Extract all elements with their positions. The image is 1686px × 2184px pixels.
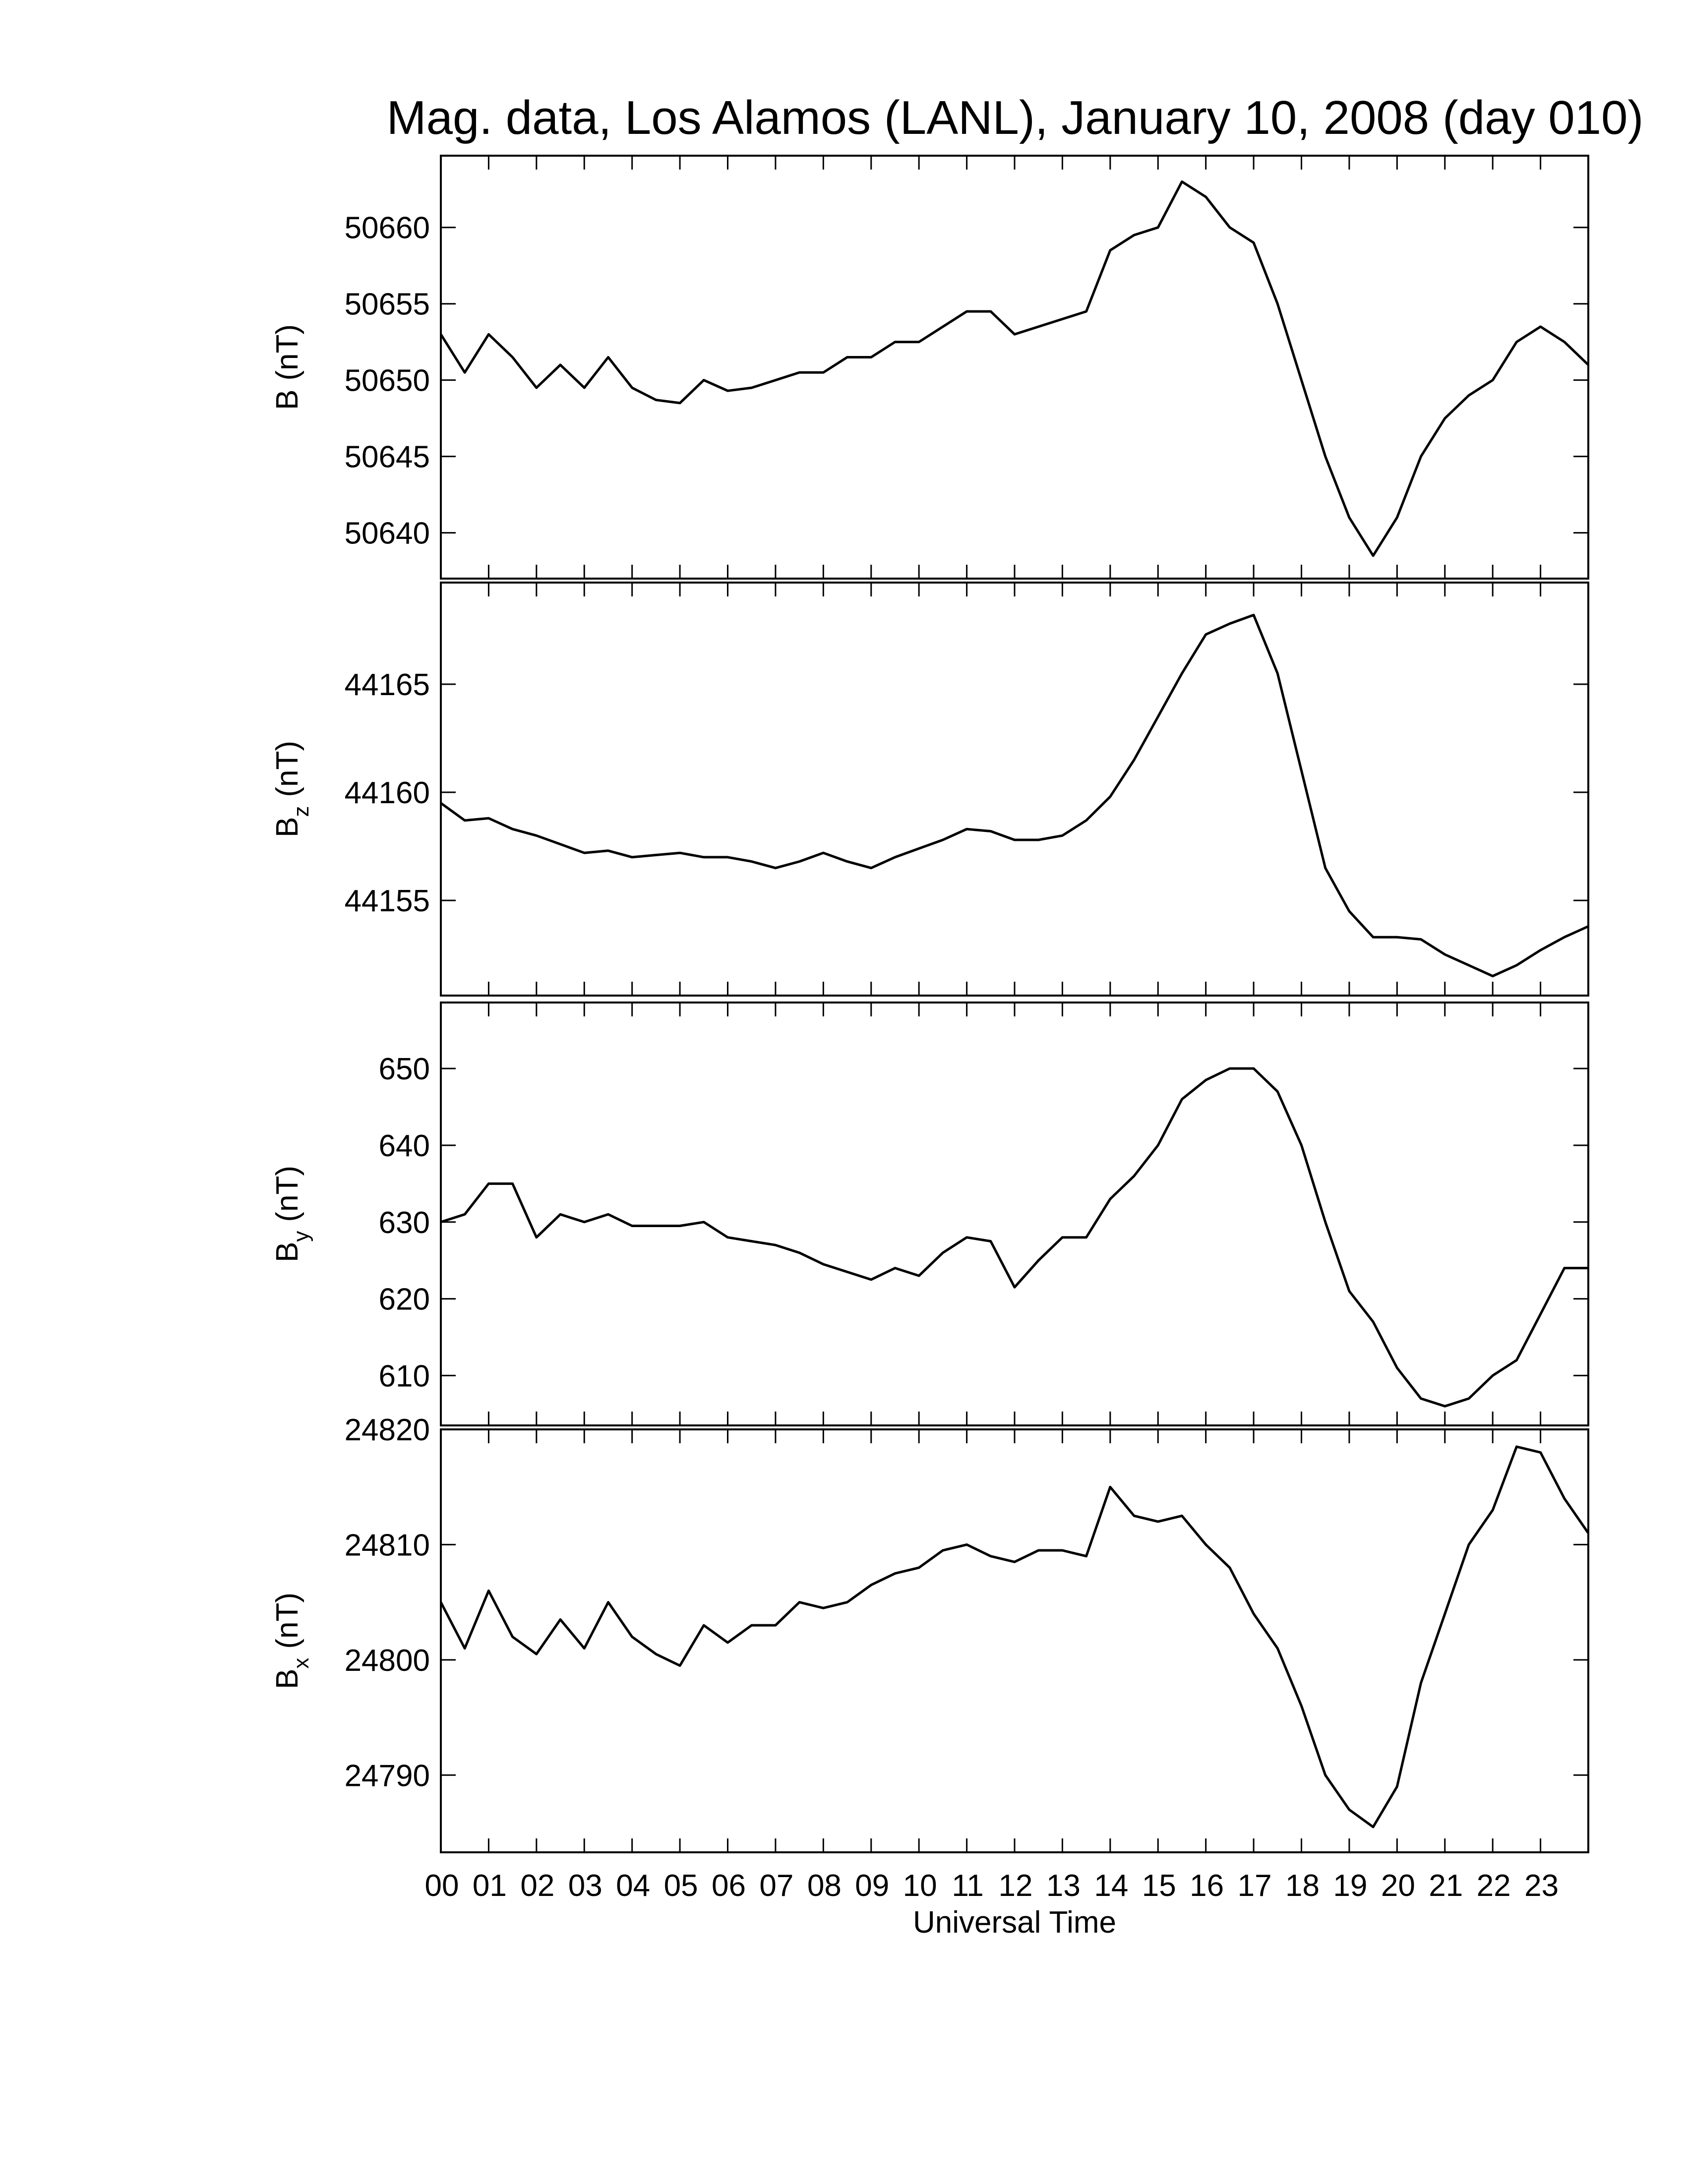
x-tick-label: 23	[1524, 1869, 1559, 1903]
x-tick-label: 01	[473, 1869, 507, 1903]
plot-frame	[440, 1002, 1589, 1426]
y-axis-label-symbol: B	[270, 1669, 304, 1689]
y-tick-label: 50640	[345, 517, 430, 551]
x-tick-label: 21	[1429, 1869, 1463, 1903]
y-tick-label: 50645	[345, 440, 430, 474]
x-tick-label: 07	[759, 1869, 793, 1903]
y-tick-label: 44165	[345, 668, 430, 702]
y-axis-label-subscript: z	[289, 806, 313, 817]
x-tick-label: 04	[616, 1869, 650, 1903]
x-tick-label: 11	[952, 1869, 983, 1903]
plot-frame	[440, 155, 1589, 580]
y-axis-label-symbol: B	[270, 1242, 304, 1262]
y-tick-label: 44160	[345, 776, 430, 810]
x-tick-label: 10	[903, 1869, 937, 1903]
data-line	[439, 180, 1589, 557]
x-tick-label: 13	[1046, 1869, 1081, 1903]
y-axis-label-subscript: y	[289, 1231, 313, 1242]
y-axis-label-unit: (nT)	[270, 741, 304, 797]
y-tick-label: 650	[379, 1052, 430, 1086]
y-axis-label: Bz (nT)	[270, 741, 313, 837]
y-axis-label: Bx (nT)	[270, 1593, 313, 1689]
data-line	[440, 1067, 1588, 1408]
plot-frame	[440, 1428, 1589, 1853]
y-tick-label: 44155	[345, 884, 430, 918]
x-tick-label: 17	[1238, 1869, 1272, 1903]
x-tick-label: 19	[1333, 1869, 1367, 1903]
x-tick-label: 14	[1094, 1869, 1128, 1903]
y-axis-label-unit: (nT)	[270, 1166, 304, 1222]
x-tick-label: 12	[999, 1869, 1033, 1903]
y-axis-label-unit: (nT)	[270, 324, 304, 381]
y-tick-label: 50650	[345, 364, 430, 398]
y-axis-label: B (nT)	[270, 324, 304, 410]
y-tick-label: 630	[379, 1206, 430, 1240]
x-tick-label: 18	[1285, 1869, 1320, 1903]
x-tick-label: 02	[520, 1869, 554, 1903]
y-tick-label: 620	[379, 1283, 430, 1317]
x-tick-label: 22	[1477, 1869, 1511, 1903]
plot-frame	[440, 582, 1589, 997]
y-tick-label: 24800	[345, 1644, 430, 1678]
x-tick-label: 09	[855, 1869, 889, 1903]
x-axis-label: Universal Time	[913, 1905, 1116, 1940]
y-tick-label: 610	[379, 1359, 430, 1393]
x-tick-label: 08	[807, 1869, 842, 1903]
x-tick-label: 15	[1142, 1869, 1176, 1903]
x-tick-label: 00	[425, 1869, 459, 1903]
chart-title: Mag. data, Los Alamos (LANL), January 10…	[387, 91, 1644, 144]
y-axis-label-subscript: x	[289, 1658, 313, 1669]
x-tick-label: 06	[712, 1869, 746, 1903]
y-axis-label: By (nT)	[270, 1166, 313, 1262]
y-axis-label-symbol: B	[270, 390, 304, 410]
y-axis-label-symbol: B	[270, 817, 304, 837]
y-tick-label: 24810	[345, 1528, 430, 1562]
data-line	[439, 1445, 1590, 1829]
y-tick-label: 24790	[345, 1759, 430, 1793]
x-tick-label: 16	[1190, 1869, 1224, 1903]
x-tick-label: 20	[1381, 1869, 1415, 1903]
data-line	[440, 613, 1589, 978]
y-tick-label: 50655	[345, 288, 430, 322]
y-tick-label: 24820	[345, 1413, 430, 1447]
y-tick-label: 640	[379, 1129, 430, 1163]
y-axis-label-unit: (nT)	[270, 1593, 304, 1649]
y-tick-label: 50660	[345, 211, 430, 245]
x-tick-label: 05	[664, 1869, 698, 1903]
x-tick-label: 03	[568, 1869, 602, 1903]
